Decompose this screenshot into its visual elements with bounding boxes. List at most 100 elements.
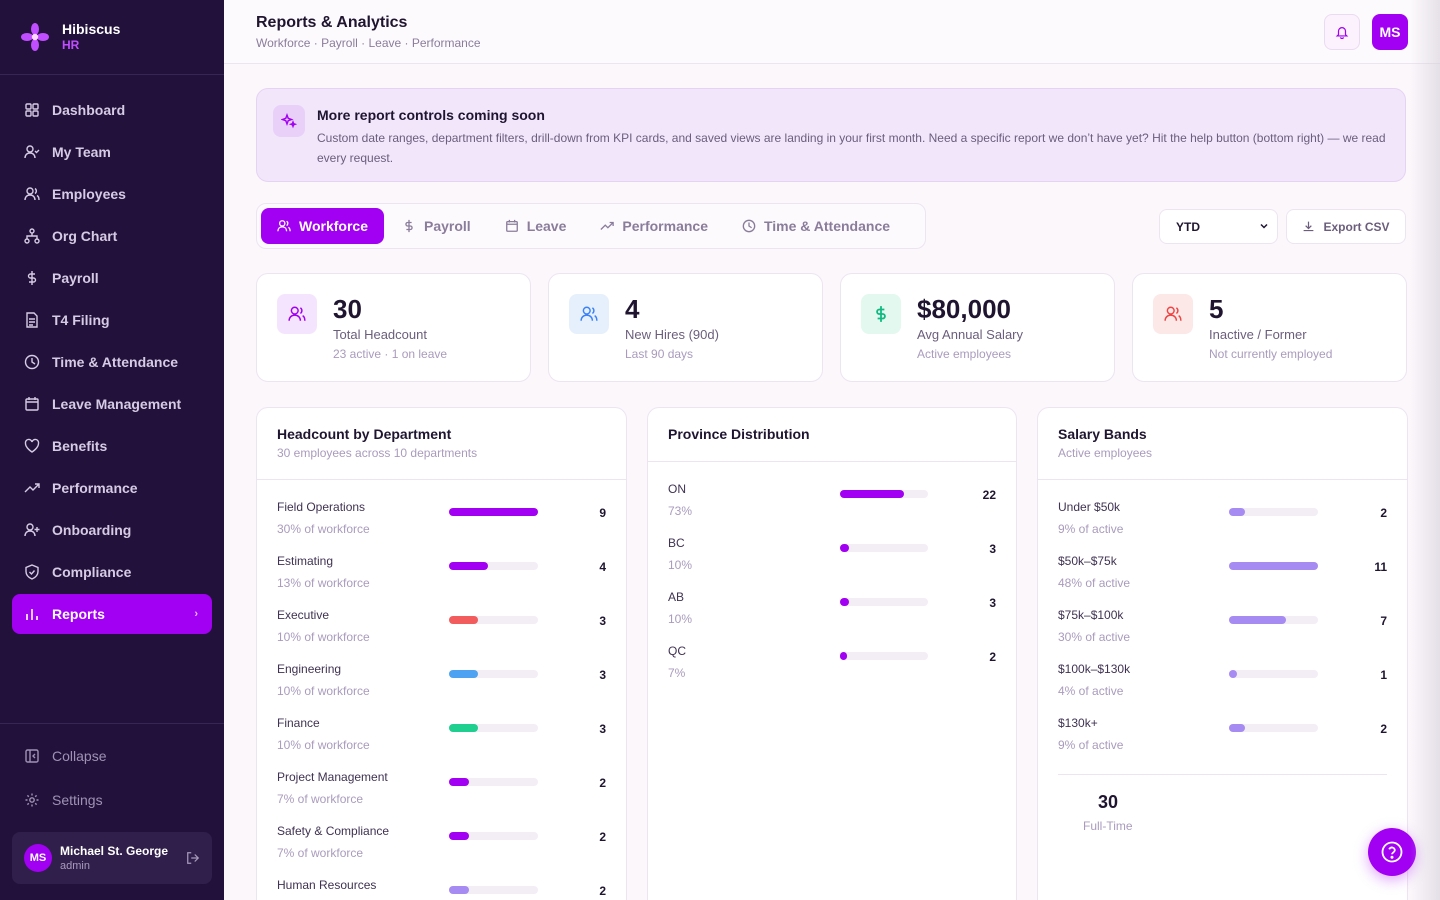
bar-track [449, 778, 538, 786]
users-icon [277, 220, 291, 232]
tab-time-attendance[interactable]: Time & Attendance [726, 208, 906, 244]
org-chart-icon [24, 228, 40, 244]
brand-name: Hibiscus [62, 21, 121, 37]
sidebar-item-performance[interactable]: Performance [12, 468, 212, 508]
kpi-value: 4 [625, 294, 640, 324]
breadcrumb: Workforce · Payroll · Leave · Performanc… [256, 36, 481, 50]
brand-sub: HR [62, 38, 80, 52]
bar-track [1229, 724, 1318, 732]
bar-row: Human Resources 2 [277, 878, 606, 900]
sidebar-item-label: My Team [52, 144, 111, 160]
province-rows: ON 73% 22 BC 10% 3 AB 10% 3 QC 7% 2 [648, 462, 1016, 698]
settings-button[interactable]: Settings [12, 780, 212, 820]
bar-row-label: $50k–$75k [1058, 554, 1117, 568]
bell-icon [1335, 27, 1349, 39]
bar-fill [840, 490, 905, 498]
bar-row-subtext: 4% of active [1058, 684, 1124, 698]
tab-performance[interactable]: Performance [584, 208, 724, 244]
sidebar-item-t4-filing[interactable]: T4 Filing [12, 300, 212, 340]
tab-leave[interactable]: Leave [489, 208, 583, 244]
page-title: Reports & Analytics [256, 14, 408, 31]
bar-fill [840, 598, 849, 606]
chevron-right-icon: › [194, 608, 198, 620]
grid-icon [25, 103, 39, 117]
card-title: Province Distribution [668, 426, 810, 442]
hibiscus-logo-icon [21, 23, 49, 51]
sidebar-item-employees[interactable]: Employees [12, 174, 212, 214]
user-avatar-button[interactable]: MS [1372, 14, 1408, 50]
bar-row-label: $75k–$100k [1058, 608, 1124, 622]
bar-row-label: Finance [277, 716, 320, 730]
bar-fill [449, 508, 538, 516]
tab-workforce[interactable]: Workforce [261, 208, 384, 244]
kpi-sub: 23 active · 1 on leave [333, 347, 448, 361]
kpi-label: Avg Annual Salary [917, 327, 1023, 342]
notifications-button[interactable] [1324, 14, 1360, 50]
collapse-button[interactable]: Collapse [12, 736, 212, 776]
sidebar-item-org-chart[interactable]: Org Chart [12, 216, 212, 256]
card-subtitle: 30 employees across 10 departments [277, 446, 478, 460]
bar-row: Under $50k 9% of active 2 [1058, 500, 1387, 554]
headcount-rows: Field Operations 30% of workforce 9 Estimat… [257, 480, 626, 900]
province-card: Province Distribution ON 73% 22 BC 10% 3 AB 10%… [647, 407, 1017, 900]
card-header: Headcount by Department 30 employees acr… [257, 408, 626, 480]
bar-row-subtext: 48% of active [1058, 576, 1131, 590]
bar-fill [449, 832, 469, 840]
bar-track [840, 544, 928, 552]
bar-row-count: 3 [599, 722, 606, 736]
bar-row-subtext: 9% of active [1058, 738, 1124, 752]
sidebar-item-reports[interactable]: Reports › [12, 594, 212, 634]
user-plus-icon [24, 523, 40, 537]
bar-track [449, 724, 538, 732]
trending-up-icon [24, 483, 40, 493]
salary-rows: Under $50k 9% of active 2 $50k–$75k 48% of a… [1038, 480, 1407, 770]
kpi-avg-salary: $80,000 Avg Annual Salary Active employe… [840, 273, 1115, 382]
period-select[interactable]: YTD [1159, 209, 1278, 244]
bar-track [449, 670, 538, 678]
sidebar-item-onboarding[interactable]: Onboarding [12, 510, 212, 550]
bar-row: $50k–$75k 48% of active 11 [1058, 554, 1387, 608]
sidebar-item-time-attendance[interactable]: Time & Attendance [12, 342, 212, 382]
user-card[interactable]: MS Michael St. George admin [12, 832, 212, 884]
sidebar-item-dashboard[interactable]: Dashboard [12, 90, 212, 130]
bar-row-label: Human Resources [277, 878, 377, 892]
bar-track [1229, 670, 1318, 678]
bar-track [1229, 616, 1318, 624]
bar-row-subtext: 10% of workforce [277, 684, 370, 698]
bar-fill [840, 652, 848, 660]
tab-payroll[interactable]: Payroll [386, 208, 487, 244]
clock-icon [742, 219, 756, 233]
shield-check-icon [25, 564, 39, 580]
sidebar-item-benefits[interactable]: Benefits [12, 426, 212, 466]
sidebar-item-leave-management[interactable]: Leave Management [12, 384, 212, 424]
bar-row-label: Estimating [277, 554, 334, 568]
bar-row-count: 3 [599, 614, 606, 628]
export-csv-button[interactable]: Export CSV [1286, 209, 1406, 244]
bar-row-count: 4 [599, 560, 606, 574]
sidebar-item-label: Benefits [52, 438, 108, 454]
bar-chart-icon [26, 609, 38, 620]
card-header: Salary Bands Active employees [1038, 408, 1407, 480]
help-button[interactable] [1368, 828, 1416, 876]
bar-row-subtext: 13% of workforce [277, 576, 370, 590]
top-header: Reports & Analytics Workforce · Payroll … [224, 0, 1440, 64]
bar-fill [449, 562, 489, 570]
banner-title: More report controls coming soon [317, 107, 545, 123]
brand[interactable]: Hibiscus HR [0, 0, 224, 75]
tab-label: Payroll [423, 218, 471, 234]
sidebar-item-compliance[interactable]: Compliance [12, 552, 212, 592]
logout-icon[interactable] [186, 851, 200, 865]
fulltime-label: Full-Time [1083, 819, 1133, 833]
bar-track [449, 832, 538, 840]
bar-row-count: 9 [599, 506, 606, 520]
bar-track [1229, 508, 1318, 516]
kpi-label: Inactive / Former [1209, 327, 1307, 342]
users-icon [24, 187, 40, 201]
sidebar-item-label: Employees [52, 186, 126, 202]
sidebar-item-label: Onboarding [52, 522, 132, 538]
bar-row: Finance 10% of workforce 3 [277, 716, 606, 770]
sidebar-item-my-team[interactable]: My Team [12, 132, 212, 172]
sidebar-item-payroll[interactable]: Payroll [12, 258, 212, 298]
bar-fill [449, 886, 469, 894]
period-value: YTD [1176, 219, 1200, 234]
